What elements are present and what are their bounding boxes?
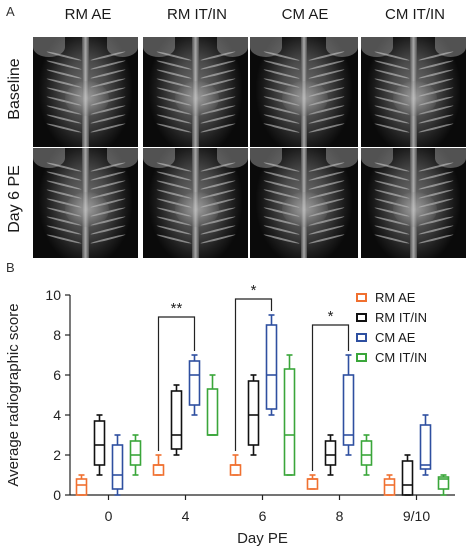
radiograph-image [143,37,248,147]
box-rm-ae [152,464,165,476]
x-axis-label: Day PE [237,530,288,547]
radiograph-image [143,148,248,258]
x-tick-label: 9/10 [403,508,430,524]
legend-label: RM AE [375,290,416,305]
significance-label: * [328,308,334,325]
radiograph-image [33,37,138,147]
y-tick-label: 0 [53,487,61,503]
legend-swatch [356,293,367,302]
box-rm-it-in [401,460,414,496]
radiograph-image [250,148,358,258]
y-tick-label: 6 [53,367,61,383]
significance-label: ** [171,300,183,317]
radiograph-image [361,148,466,258]
row-header-baseline: Baseline [6,58,23,120]
box-cm-it-in [283,368,296,476]
column-header-cm-ae: CM AE [281,6,329,23]
box-plot-chart: 0 2 4 6 8 10 0 4 6 8 9/10 Day PE Average radiographi… [5,282,455,547]
box-rm-ae [306,478,319,490]
box-rm-it-in [324,440,337,466]
legend-label: RM IT/IN [375,310,427,325]
box-rm-it-in [93,420,106,466]
y-tick-label: 2 [53,447,61,463]
legend-swatch [356,313,367,322]
radiograph-image [33,148,138,258]
y-axis-label: Average radiographic score [5,303,22,486]
x-tick-label: 6 [259,508,267,524]
column-header-cm-itin: CM IT/IN [385,6,445,23]
box-cm-ae [111,444,124,490]
box-cm-it-in [437,476,450,490]
y-tick-label: 4 [53,407,61,423]
radiograph-image [250,37,358,147]
legend-swatch [356,333,367,342]
legend-label: CM IT/IN [375,350,427,365]
legend-item: CM IT/IN [356,350,427,365]
panel-a-letter: A [6,4,15,19]
legend-item: RM IT/IN [356,310,427,325]
y-tick-label: 10 [45,287,61,303]
significance-label: * [251,282,257,299]
box-cm-ae [188,360,201,406]
box-rm-ae [383,478,396,496]
box-cm-ae [419,424,432,470]
legend-label: CM AE [375,330,416,345]
box-rm-it-in [170,390,183,450]
y-tick-label: 8 [53,327,61,343]
box-cm-ae [342,374,355,446]
panel-b-letter: B [6,260,15,275]
x-tick-label: 8 [336,508,344,524]
legend-swatch [356,353,367,362]
legend-item: CM AE [356,330,415,345]
row-header-day6: Day 6 PE [6,165,23,233]
box-rm-ae [75,478,88,496]
significance-bracket [157,316,196,451]
radiograph-image [361,37,466,147]
column-header-rm-ae: RM AE [64,6,112,23]
column-header-rm-itin: RM IT/IN [167,6,227,23]
significance-bracket [311,324,350,471]
box-cm-it-in [360,440,373,466]
box-rm-it-in [247,380,260,446]
box-rm-ae [229,464,242,476]
box-cm-it-in [206,388,219,436]
x-tick-label: 4 [182,508,190,524]
x-tick-label: 0 [105,508,113,524]
legend-item: RM AE [356,290,415,305]
box-cm-it-in [129,440,142,466]
box-cm-ae [265,324,278,410]
significance-bracket [234,298,273,451]
